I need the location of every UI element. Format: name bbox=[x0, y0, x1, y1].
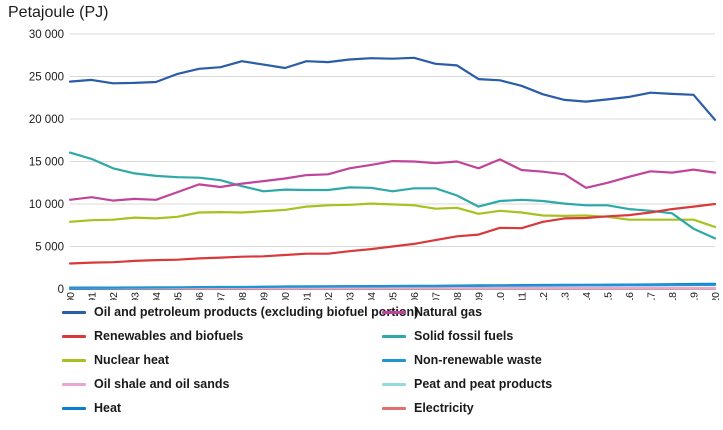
legend-swatch bbox=[382, 406, 406, 410]
legend-item: Oil and petroleum products (excluding bi… bbox=[62, 302, 418, 322]
legend-swatch bbox=[62, 310, 86, 314]
y-tick-label: 20 000 bbox=[29, 114, 64, 126]
x-tick-label: 2003 bbox=[345, 292, 357, 300]
legend-label: Non-renewable waste bbox=[414, 353, 542, 367]
legend-label: Solid fossil fuels bbox=[414, 329, 514, 343]
y-tick-label: 5 000 bbox=[35, 242, 64, 254]
legend-label: Oil shale and oil sands bbox=[94, 377, 230, 391]
series-line-renewables-and-biofuels bbox=[68, 202, 717, 265]
legend-swatch bbox=[382, 358, 406, 362]
legend-item: Solid fossil fuels bbox=[382, 326, 513, 346]
x-tick-label: 2005 bbox=[388, 292, 400, 300]
legend-item: Natural gas bbox=[382, 302, 482, 322]
y-tick-label: 0 bbox=[58, 284, 64, 296]
legend-item: Heat bbox=[62, 398, 121, 418]
x-tick-label: 2012 bbox=[538, 292, 550, 300]
legend-item: Peat and peat products bbox=[382, 374, 552, 394]
legend-label: Nuclear heat bbox=[94, 353, 170, 367]
x-tick-label: 2007 bbox=[431, 292, 443, 300]
x-tick-label: 2017 bbox=[646, 292, 658, 300]
x-tick-label: 2016 bbox=[624, 292, 636, 300]
y-tick-label: 30 000 bbox=[29, 29, 64, 41]
x-tick-label: 2006 bbox=[409, 292, 421, 300]
legend-item: Nuclear heat bbox=[62, 350, 169, 370]
x-tick-label: 2011 bbox=[517, 292, 529, 300]
x-tick-label: 2019 bbox=[689, 292, 701, 300]
x-tick-label: 2014 bbox=[581, 292, 593, 300]
legend: Oil and petroleum products (excluding bi… bbox=[62, 300, 682, 428]
x-tick-label: 2020 bbox=[710, 292, 722, 300]
x-tick-label: 1993 bbox=[130, 292, 142, 300]
legend-swatch bbox=[382, 334, 406, 338]
legend-label: Renewables and biofuels bbox=[94, 329, 244, 343]
x-tick-label: 2010 bbox=[495, 292, 507, 300]
x-tick-label: 1999 bbox=[259, 292, 271, 300]
y-tick-label: 10 000 bbox=[29, 199, 64, 211]
x-tick-label: 1991 bbox=[87, 292, 99, 300]
legend-swatch bbox=[382, 310, 406, 314]
legend-item: Oil shale and oil sands bbox=[62, 374, 229, 394]
x-tick-label: 2018 bbox=[667, 292, 679, 300]
x-tick-label: 1995 bbox=[173, 292, 185, 300]
y-axis-label: Petajoule (PJ) bbox=[8, 4, 109, 21]
series-line-natural-gas bbox=[68, 158, 717, 202]
x-tick-label: 1994 bbox=[151, 292, 163, 300]
x-tick-label: 2002 bbox=[323, 292, 335, 300]
y-tick-label: 15 000 bbox=[29, 157, 64, 169]
legend-swatch bbox=[62, 382, 86, 386]
x-tick-label: 1998 bbox=[237, 292, 249, 300]
legend-label: Natural gas bbox=[414, 305, 483, 319]
legend-item: Electricity bbox=[382, 398, 474, 418]
legend-swatch bbox=[62, 406, 86, 410]
legend-swatch bbox=[382, 382, 406, 386]
x-tick-label: 1996 bbox=[194, 292, 206, 300]
legend-item: Renewables and biofuels bbox=[62, 326, 243, 346]
legend-swatch bbox=[62, 334, 86, 338]
x-tick-label: 1990 bbox=[65, 292, 77, 300]
x-tick-label: 2004 bbox=[366, 292, 378, 300]
legend-label: Peat and peat products bbox=[414, 377, 553, 391]
x-tick-label: 2013 bbox=[560, 292, 572, 300]
line-chart: 0 5 000 10 000 15 000 20 000 25 000 30 000 1990… bbox=[29, 29, 722, 300]
x-tick-label: 2008 bbox=[452, 292, 464, 300]
x-tick-label: 1992 bbox=[108, 292, 120, 300]
legend-label: Oil and petroleum products (excluding bi… bbox=[94, 305, 419, 319]
legend-item: Non-renewable waste bbox=[382, 350, 542, 370]
legend-swatch bbox=[62, 358, 86, 362]
series-line-non-renewable-waste bbox=[68, 283, 717, 289]
y-tick-label: 25 000 bbox=[29, 72, 64, 84]
x-tick-label: 1997 bbox=[216, 292, 228, 300]
legend-label: Heat bbox=[94, 401, 122, 415]
x-tick-label: 2015 bbox=[603, 292, 615, 300]
series-line-oil-and-petroleum-products-excluding-biofuel-portion bbox=[68, 56, 717, 121]
x-tick-label: 2001 bbox=[302, 292, 314, 300]
series-line-solid-fossil-fuels bbox=[68, 151, 717, 240]
x-tick-label: 2009 bbox=[474, 292, 486, 300]
legend-label: Electricity bbox=[414, 401, 474, 415]
